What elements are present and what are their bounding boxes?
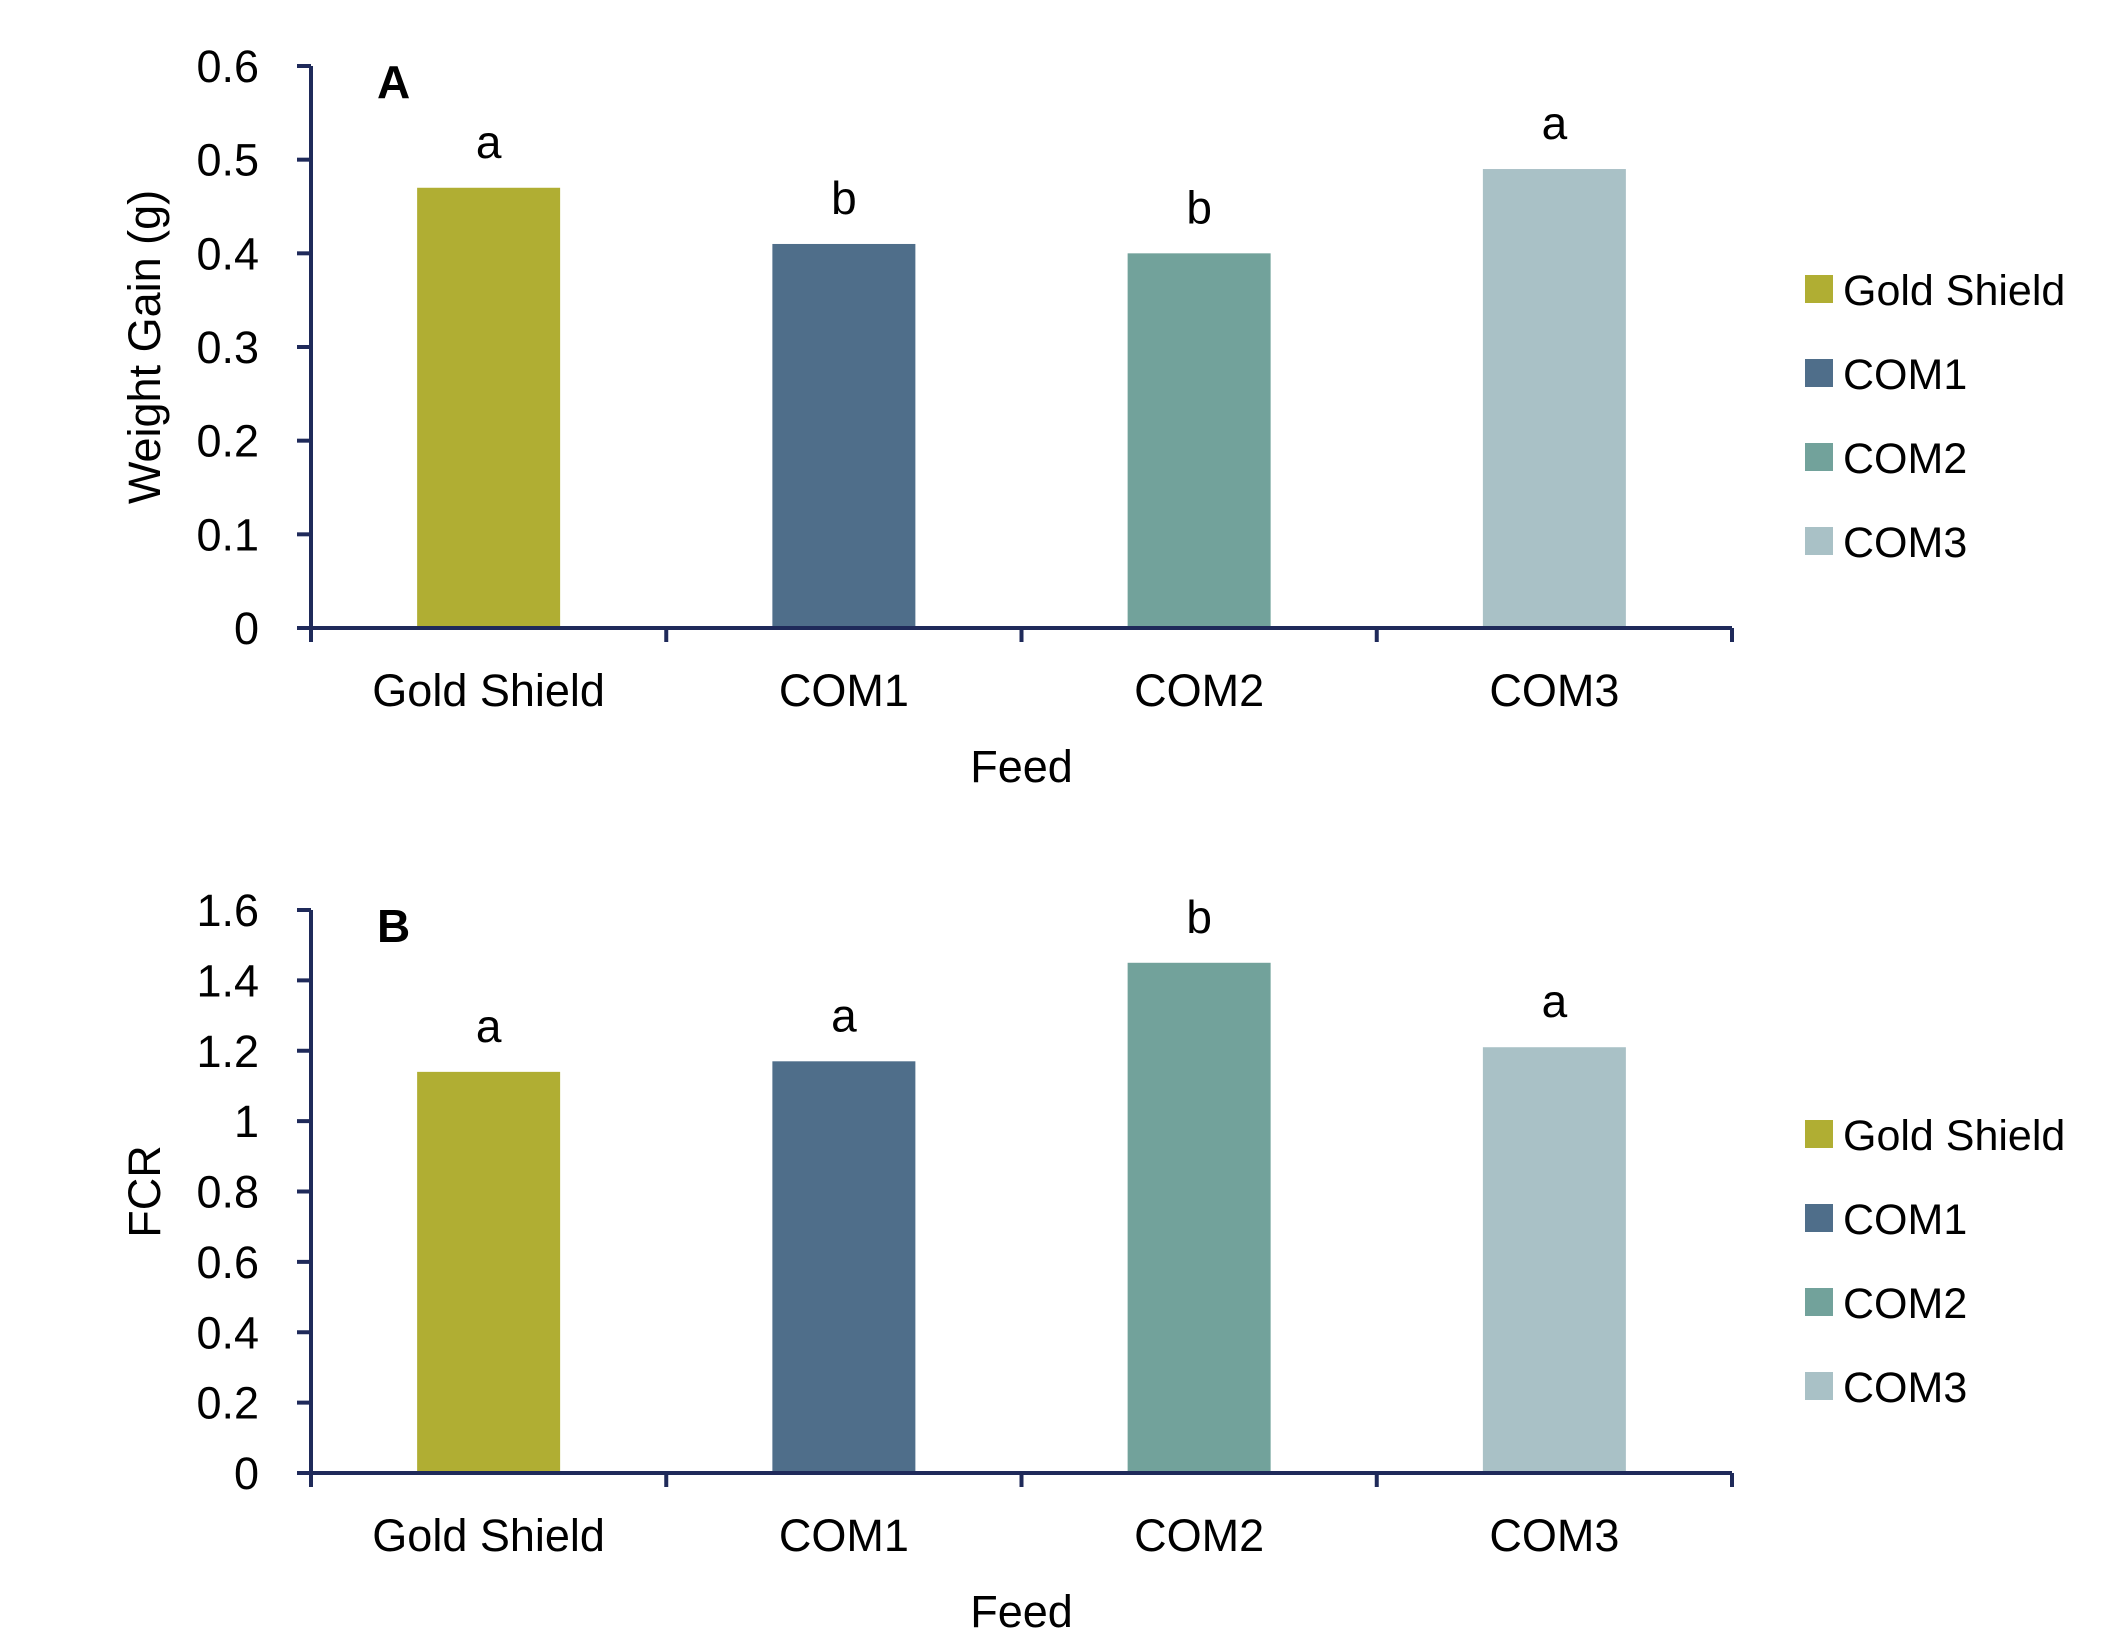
y-tick-label: 0.4 (196, 228, 259, 279)
legend: Gold Shield COM1 COM2 COM3 (1805, 1112, 2065, 1412)
legend-swatch-gold-shield (1805, 275, 1833, 303)
bar-gold-shield (417, 187, 561, 628)
bar-com2 (1127, 253, 1271, 629)
y-tick-label: 0.6 (196, 41, 259, 92)
y-tick-label: 0.3 (196, 322, 259, 373)
legend-label: COM1 (1843, 351, 1967, 399)
bar-com3 (1482, 169, 1626, 629)
legend-swatch-gold-shield (1805, 1120, 1833, 1148)
x-tick-label: COM1 (779, 1510, 909, 1561)
significance-letter: a (1542, 975, 1568, 1027)
panel-label: B (377, 900, 410, 952)
legend-label: COM3 (1843, 519, 1967, 567)
bar-com2 (1127, 962, 1271, 1473)
x-tick-label: COM3 (1489, 1510, 1619, 1561)
bar-com1 (772, 1061, 916, 1473)
significance-letter: b (1186, 181, 1212, 233)
x-axis-title: Feed (970, 1586, 1073, 1631)
panel-label: A (377, 56, 410, 108)
x-tick-label: COM3 (1489, 665, 1619, 716)
legend-label: COM1 (1843, 1196, 1967, 1244)
significance-letter: a (831, 989, 857, 1041)
y-tick-label: 0 (234, 603, 259, 654)
y-tick-label: 0.2 (196, 416, 259, 467)
significance-letter: b (831, 172, 857, 224)
bar-com1 (772, 243, 916, 628)
legend-swatch-com3 (1805, 1372, 1833, 1400)
bar-gold-shield (417, 1071, 561, 1473)
legend: Gold Shield COM1 COM2 COM3 (1805, 267, 2065, 567)
y-tick-label: 1.4 (196, 955, 259, 1006)
y-tick-label: 0.5 (196, 135, 259, 186)
y-tick-label: 0.2 (196, 1378, 259, 1429)
y-tick-label: 0.1 (196, 509, 259, 560)
y-axis-title: FCR (119, 1145, 170, 1237)
y-axis-title: Weight Gain (g) (119, 190, 170, 504)
chart-panel-b: a Gold Shield a COM1 b COM2 a COM3 0 0.2 0.4 0.6 0.8… (119, 885, 2065, 1636)
legend-label: COM2 (1843, 1280, 1967, 1328)
significance-letter: b (1186, 891, 1212, 943)
y-tick-label: 0.6 (196, 1237, 259, 1288)
legend-label: Gold Shield (1843, 1112, 2065, 1160)
significance-letter: a (1542, 97, 1568, 149)
x-tick-label: COM2 (1134, 1510, 1264, 1561)
legend-swatch-com2 (1805, 1288, 1833, 1316)
x-tick-label: Gold Shield (372, 1510, 605, 1561)
y-tick-label: 0 (234, 1448, 259, 1499)
y-tick-label: 1 (234, 1096, 259, 1147)
y-tick-label: 0.4 (196, 1307, 259, 1358)
legend-swatch-com1 (1805, 1204, 1833, 1232)
significance-letter: a (476, 1000, 502, 1052)
legend-label: Gold Shield (1843, 267, 2065, 315)
legend-label: COM3 (1843, 1364, 1967, 1412)
x-tick-label: COM2 (1134, 665, 1264, 716)
legend-swatch-com2 (1805, 443, 1833, 471)
y-tick-label: 1.2 (196, 1026, 259, 1077)
legend-label: COM2 (1843, 435, 1967, 483)
legend-swatch-com1 (1805, 359, 1833, 387)
x-axis-title: Feed (970, 741, 1073, 792)
chart-panel-a: a Gold Shield b COM1 b COM2 a COM3 0 0.1 0.2 0.3 0.4… (119, 41, 2065, 792)
legend-swatch-com3 (1805, 527, 1833, 555)
x-tick-label: Gold Shield (372, 665, 605, 716)
x-tick-label: COM1 (779, 665, 909, 716)
y-tick-label: 0.8 (196, 1167, 259, 1218)
bar-com3 (1482, 1047, 1626, 1473)
y-tick-label: 1.6 (196, 885, 259, 936)
significance-letter: a (476, 116, 502, 168)
